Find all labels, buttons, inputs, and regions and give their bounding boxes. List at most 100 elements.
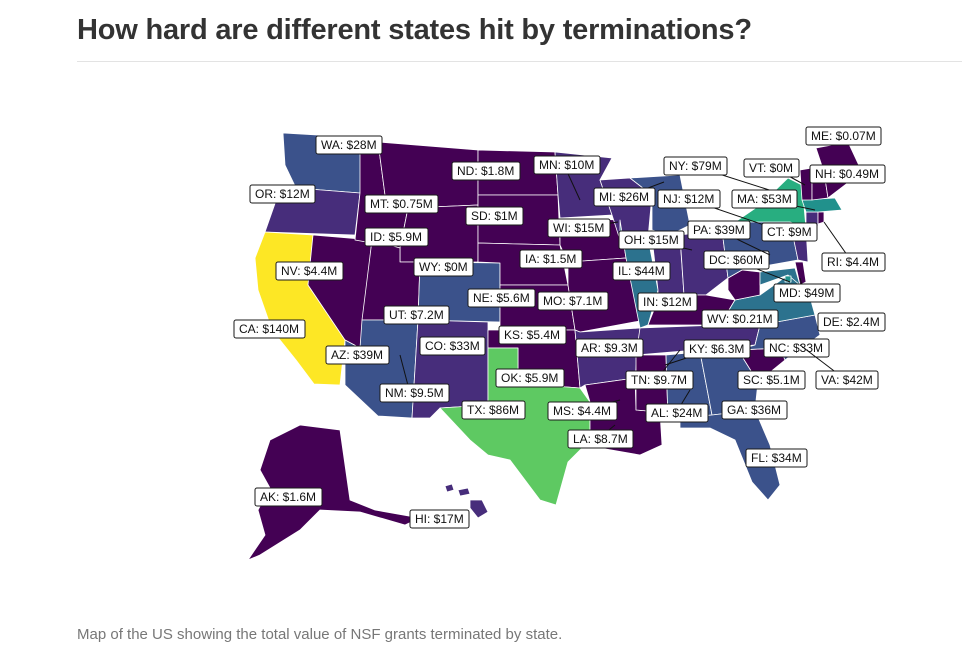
state-label-box-NJ: [657, 189, 721, 209]
state-label-box-MT: [364, 194, 439, 214]
state-label-text-WY: WY: $0M: [419, 260, 468, 274]
state-label-text-NE: NE: $5.6M: [473, 291, 530, 305]
state-label-SD: SD: $1M: [465, 206, 524, 226]
state-label-NJ: NJ: $12M: [657, 189, 809, 241]
state-label-box-MD: [773, 283, 841, 303]
state-label-box-HI: [409, 509, 470, 529]
state-label-text-MS: MS: $4.4M: [553, 404, 611, 418]
state-label-IA: IA: $1.5M: [519, 249, 583, 269]
state-label-NY: NY: $79M: [663, 156, 786, 196]
state-label-MO: MO: $7.1M: [537, 291, 609, 311]
state-label-text-ND: ND: $1.8M: [457, 164, 514, 178]
state-label-FL: FL: $34M: [745, 448, 808, 468]
state-label-text-MI: MI: $26M: [599, 190, 649, 204]
state-MA[interactable]: [801, 197, 843, 213]
state-label-text-UT: UT: $7.2M: [389, 308, 444, 322]
state-label-WI: WI: $15M: [547, 218, 619, 238]
state-label-text-ID: ID: $5.9M: [370, 230, 422, 244]
state-HI[interactable]: [444, 483, 489, 519]
state-label-box-NH: [809, 164, 886, 184]
state-label-box-AR: [575, 338, 644, 358]
state-label-text-SC: SC: $5.1M: [743, 373, 800, 387]
state-label-CA: CA: $140M: [233, 319, 306, 339]
state-label-text-VA: VA: $42M: [821, 373, 873, 387]
state-label-box-TX: [461, 400, 526, 420]
state-label-VT: VT: $0M: [743, 158, 806, 186]
state-DE[interactable]: [794, 261, 807, 286]
state-label-TX: TX: $86M: [461, 400, 526, 420]
state-label-text-FL: FL: $34M: [751, 451, 802, 465]
state-label-PA: PA: $39M: [687, 220, 771, 256]
state-label-box-NY: [663, 156, 728, 176]
state-label-IN: IN: $12M: [637, 292, 698, 312]
state-label-box-OH: [618, 230, 685, 250]
state-label-ID: ID: $5.9M: [364, 227, 429, 247]
state-label-box-NC: [763, 338, 830, 358]
state-label-box-AZ: [325, 345, 390, 365]
state-label-box-VT: [743, 158, 800, 178]
state-label-text-AK: AK: $1.6M: [260, 490, 316, 504]
state-label-WV: WV: $0.21M: [701, 309, 779, 329]
state-label-LA: LA: $8.7M: [567, 424, 634, 449]
state-label-text-HI: HI: $17M: [415, 512, 464, 526]
state-label-text-OR: OR: $12M: [255, 187, 310, 201]
state-label-box-MI: [593, 187, 656, 207]
state-label-KS: KS: $5.4M: [498, 325, 567, 345]
state-label-MS: MS: $4.4M: [547, 399, 621, 421]
state-label-box-MO: [537, 291, 609, 311]
state-label-box-KS: [498, 325, 567, 345]
state-MD[interactable]: [759, 267, 801, 286]
state-label-DC: DC: $60M: [703, 250, 791, 283]
state-label-text-TX: TX: $86M: [467, 403, 519, 417]
state-label-text-WA: WA: $28M: [321, 138, 377, 152]
state-label-box-NV: [275, 261, 344, 281]
state-label-box-AK: [254, 487, 323, 507]
state-label-box-WV: [701, 309, 779, 329]
state-label-text-CO: CO: $33M: [425, 339, 480, 353]
state-label-text-PA: PA: $39M: [693, 223, 745, 237]
state-label-box-ID: [364, 227, 429, 247]
state-label-text-NH: NH: $0.49M: [815, 167, 879, 181]
state-label-box-DC: [703, 250, 770, 270]
state-label-box-CO: [419, 336, 486, 356]
state-label-box-OK: [495, 368, 565, 388]
state-label-MN: MN: $10M: [533, 155, 601, 201]
state-label-text-CA: CA: $140M: [239, 322, 299, 336]
state-label-NM: NM: $9.5M: [379, 354, 450, 403]
map-caption: Map of the US showing the total value of…: [77, 626, 563, 643]
state-label-text-IL: IL: $44M: [618, 264, 665, 278]
state-RI[interactable]: [817, 211, 825, 225]
state-label-HI: HI: $17M: [409, 509, 470, 529]
state-label-box-LA: [567, 429, 634, 449]
state-label-box-NM: [379, 383, 450, 403]
state-label-RI: RI: $4.4M: [821, 221, 886, 272]
state-label-text-WI: WI: $15M: [553, 221, 604, 235]
state-label-text-AL: AL: $24M: [651, 406, 702, 420]
state-label-CO: CO: $33M: [419, 336, 486, 356]
state-label-text-KS: KS: $5.4M: [504, 328, 560, 342]
state-label-text-AR: AR: $9.3M: [581, 341, 638, 355]
state-label-box-ND: [451, 161, 521, 181]
state-label-MA: MA: $53M: [731, 189, 816, 211]
state-label-text-RI: RI: $4.4M: [827, 255, 879, 269]
state-label-box-WA: [315, 135, 383, 155]
state-label-box-IA: [519, 249, 583, 269]
state-label-text-GA: GA: $36M: [727, 403, 781, 417]
state-label-AK: AK: $1.6M: [254, 487, 323, 507]
state-label-text-NC: NC: $33M: [769, 341, 823, 355]
state-label-NE: NE: $5.6M: [467, 288, 536, 308]
state-label-text-AZ: AZ: $39M: [331, 348, 383, 362]
state-label-text-MD: MD: $49M: [779, 286, 834, 300]
state-label-CT: CT: $9M: [761, 222, 818, 242]
state-label-box-NE: [467, 288, 536, 308]
state-label-box-OR: [249, 184, 316, 204]
state-label-text-MN: MN: $10M: [539, 158, 594, 172]
state-label-GA: GA: $36M: [721, 400, 788, 420]
state-label-box-RI: [821, 252, 886, 272]
state-label-box-MN: [533, 155, 601, 175]
state-label-text-NV: NV: $4.4M: [281, 264, 337, 278]
state-label-ME: ME: $0.07M: [805, 126, 882, 146]
state-labels: WA: $28M OR: $12M CA: $140M NV: $4.4M ID: $5…: [233, 126, 886, 529]
state-label-text-IN: IN: $12M: [643, 295, 692, 309]
